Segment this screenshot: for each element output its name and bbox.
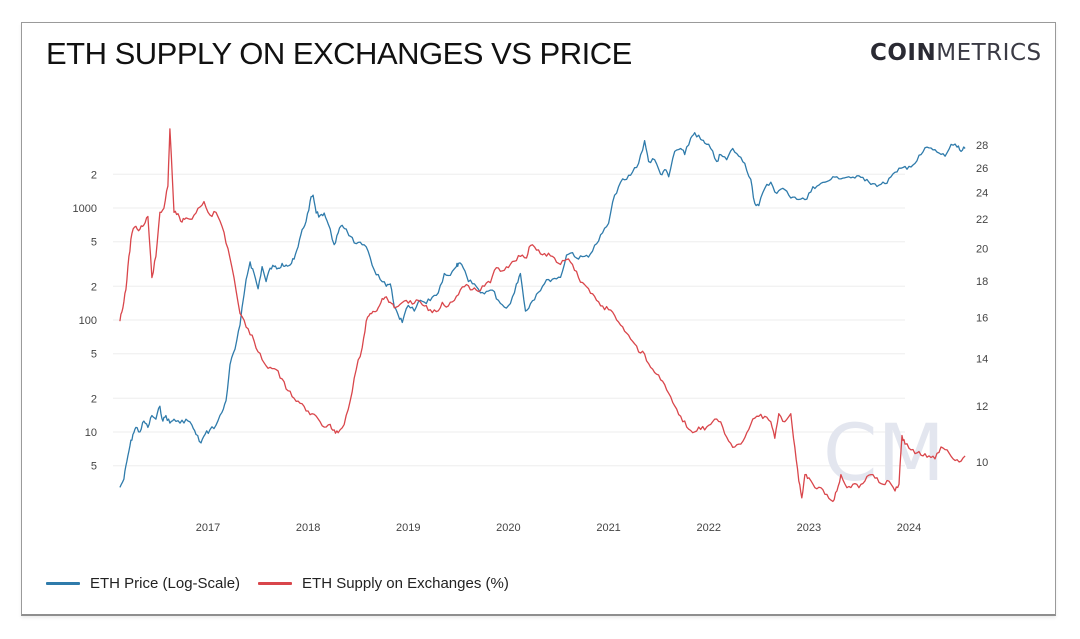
x-axis-ticks: 2017 2018 2019 2020 2021 2022 2023 2024 — [196, 522, 921, 534]
series-line-price — [119, 132, 966, 488]
left-tick-label: 5 — [91, 461, 97, 473]
legend-swatch-price — [46, 582, 80, 585]
left-tick-label: 10 — [85, 427, 97, 439]
left-tick-label: 5 — [91, 237, 97, 249]
x-tick-label: 2017 — [196, 522, 220, 534]
right-tick-label: 12 — [976, 401, 988, 413]
right-tick-label: 24 — [976, 187, 988, 199]
left-tick-label: 1000 — [73, 203, 97, 215]
legend-label-supply: ETH Supply on Exchanges (%) — [302, 575, 509, 592]
left-tick-label: 2 — [91, 281, 97, 293]
left-tick-label: 2 — [91, 169, 97, 181]
grid-lines — [113, 173, 905, 467]
chart-title: ETH SUPPLY ON EXCHANGES VS PRICE — [46, 36, 632, 71]
right-tick-label: 20 — [976, 244, 988, 256]
x-tick-label: 2023 — [797, 522, 821, 534]
right-tick-label: 28 — [976, 140, 988, 152]
right-tick-label: 16 — [976, 312, 988, 324]
logo-bold-text: COIN — [870, 40, 937, 66]
x-tick-label: 2018 — [296, 522, 320, 534]
series-line-supply — [119, 128, 966, 503]
right-tick-label: 10 — [976, 457, 988, 469]
logo-light-text: METRICS — [936, 40, 1042, 66]
chart-card — [21, 22, 1056, 616]
left-tick-label: 100 — [79, 315, 97, 327]
x-tick-label: 2019 — [396, 522, 420, 534]
legend-label-price: ETH Price (Log-Scale) — [90, 575, 241, 592]
right-tick-label: 18 — [976, 276, 988, 288]
x-tick-label: 2021 — [596, 522, 620, 534]
left-axis-ticks: 2 1000 5 2 100 5 2 10 5 — [73, 169, 97, 472]
right-tick-label: 14 — [976, 353, 988, 365]
legend-item-price[interactable]: ETH Price (Log-Scale) — [46, 575, 240, 592]
left-tick-label: 2 — [91, 393, 97, 405]
right-tick-label: 26 — [976, 163, 988, 175]
coinmetrics-logo: COINMETRICS — [870, 40, 1042, 66]
right-tick-label: 22 — [976, 214, 988, 226]
legend-item-supply[interactable]: ETH Supply on Exchanges (%) — [258, 575, 509, 592]
x-tick-label: 2020 — [496, 522, 520, 534]
legend-swatch-supply — [258, 582, 293, 585]
series-lines — [119, 128, 966, 503]
chart-legend: ETH Price (Log-Scale) ETH Supply on Exch… — [46, 575, 527, 592]
x-tick-label: 2022 — [696, 522, 720, 534]
right-axis-ticks: 28 26 24 22 20 18 16 14 12 10 — [976, 140, 988, 469]
left-tick-label: 5 — [91, 349, 97, 361]
watermark-logo: CM — [823, 409, 945, 499]
x-tick-label: 2024 — [897, 522, 921, 534]
